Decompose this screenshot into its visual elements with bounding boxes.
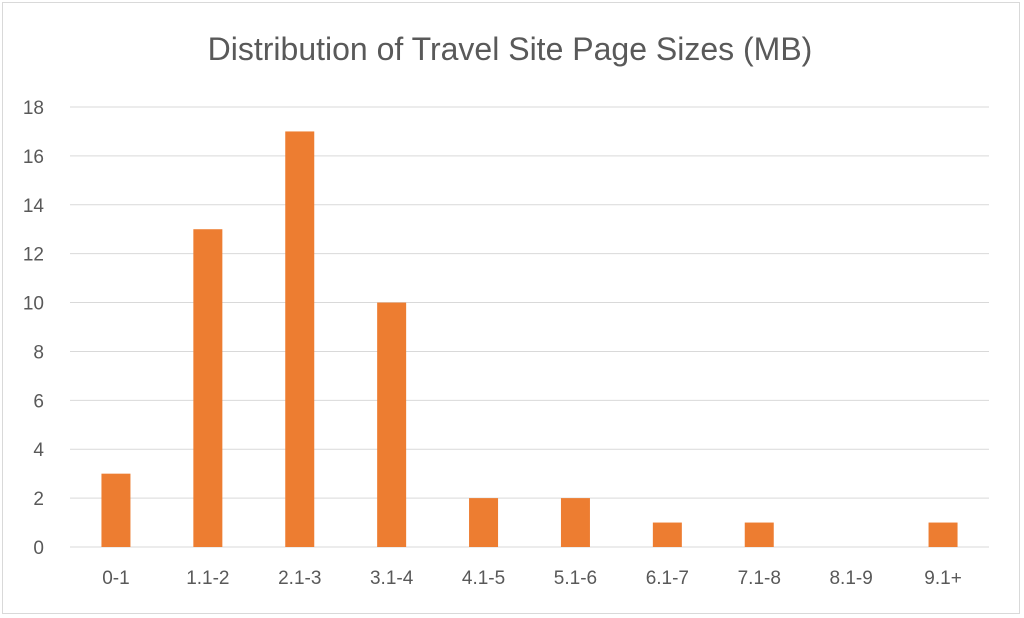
- y-tick-label: 8: [33, 342, 44, 363]
- bar-2.1-3: [285, 131, 315, 547]
- x-tick-label: 6.1-7: [646, 568, 689, 589]
- chart-title: Distribution of Travel Site Page Sizes (…: [208, 31, 813, 67]
- x-tick-label: 5.1-6: [554, 568, 597, 589]
- y-tick-label: 4: [33, 440, 44, 461]
- x-tick-label: 2.1-3: [278, 568, 321, 589]
- y-tick-label: 16: [23, 147, 44, 168]
- y-tick-label: 10: [23, 294, 44, 315]
- x-tick-label: 7.1-8: [738, 568, 781, 589]
- y-tick-label: 0: [33, 538, 44, 559]
- bar-9.1+: [928, 522, 958, 547]
- y-tick-label: 18: [23, 98, 44, 119]
- bar-1.1-2: [193, 229, 223, 547]
- bar-4.1-5: [469, 498, 499, 547]
- x-tick-label: 0-1: [102, 568, 129, 589]
- x-tick-label: 3.1-4: [370, 568, 414, 589]
- y-tick-label: 2: [33, 489, 44, 510]
- bar-6.1-7: [652, 522, 682, 547]
- gridlines: [70, 106, 989, 548]
- x-tick-label: 8.1-9: [829, 568, 872, 589]
- y-tick-label: 14: [23, 196, 45, 217]
- x-tick-label: 4.1-5: [462, 568, 505, 589]
- x-tick-label: 9.1+: [924, 568, 962, 589]
- y-axis-ticks: 0 2 4 6 8 10 12 14 16 18: [23, 98, 45, 559]
- bar-5.1-6: [560, 498, 590, 547]
- bar-7.1-8: [744, 522, 774, 547]
- bar-0-1: [101, 473, 131, 547]
- y-tick-label: 12: [23, 245, 44, 266]
- y-tick-label: 6: [33, 391, 44, 412]
- bars: [101, 131, 958, 547]
- x-axis-ticks: 0-1 1.1-2 2.1-3 3.1-4 4.1-5 5.1-6 6.1-7 7.1-8 8.…: [102, 568, 962, 589]
- x-tick-label: 1.1-2: [186, 568, 229, 589]
- bar-3.1-4: [377, 302, 407, 547]
